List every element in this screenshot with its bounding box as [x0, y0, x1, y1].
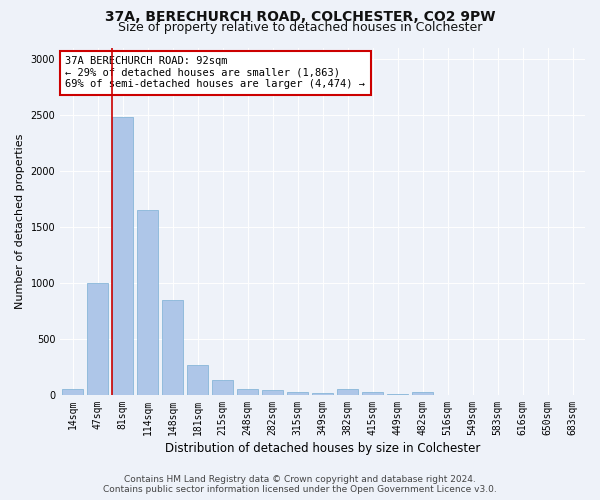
Bar [87, 283, 108, 395]
Bar [62, 390, 83, 395]
Bar [387, 394, 408, 395]
Bar [162, 300, 183, 395]
Bar [212, 380, 233, 395]
Text: Size of property relative to detached houses in Colchester: Size of property relative to detached ho… [118, 21, 482, 34]
Text: 37A, BERECHURCH ROAD, COLCHESTER, CO2 9PW: 37A, BERECHURCH ROAD, COLCHESTER, CO2 9P… [105, 10, 495, 24]
Bar [112, 117, 133, 395]
Bar [137, 210, 158, 395]
Bar [362, 392, 383, 395]
Bar [187, 364, 208, 395]
Bar [312, 392, 333, 395]
Bar [262, 390, 283, 395]
Bar [237, 390, 258, 395]
Text: 37A BERECHURCH ROAD: 92sqm
← 29% of detached houses are smaller (1,863)
69% of s: 37A BERECHURCH ROAD: 92sqm ← 29% of deta… [65, 56, 365, 90]
Bar [337, 390, 358, 395]
Bar [287, 392, 308, 395]
X-axis label: Distribution of detached houses by size in Colchester: Distribution of detached houses by size … [165, 442, 480, 455]
Bar [412, 392, 433, 395]
Y-axis label: Number of detached properties: Number of detached properties [15, 134, 25, 309]
Text: Contains HM Land Registry data © Crown copyright and database right 2024.
Contai: Contains HM Land Registry data © Crown c… [103, 474, 497, 494]
